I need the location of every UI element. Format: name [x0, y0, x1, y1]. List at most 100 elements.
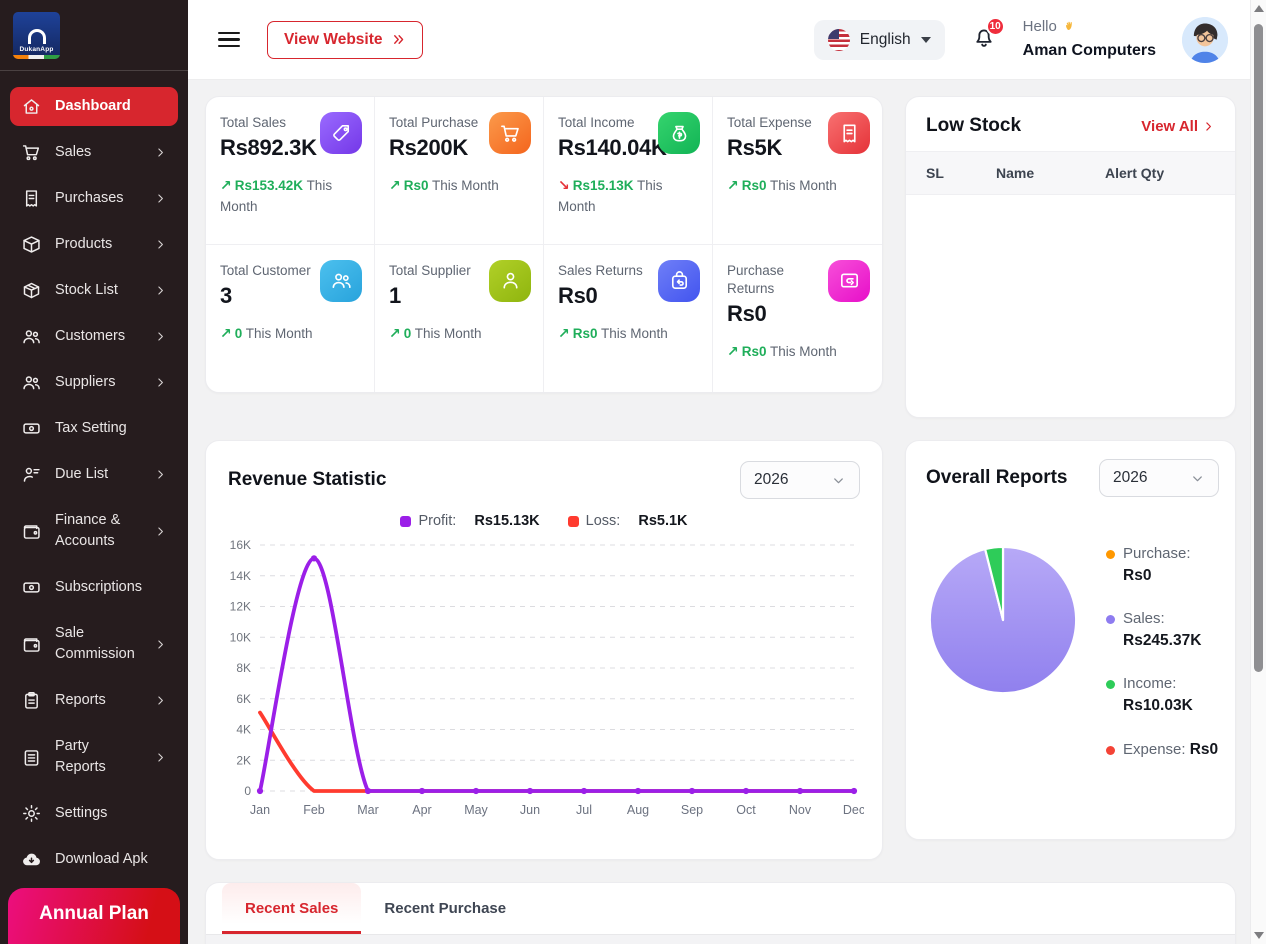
chevron-right-icon: [154, 525, 167, 538]
sidebar-item-label: Party Reports: [55, 738, 106, 776]
overall-reports-card: Overall Reports 2026 Purchase: Rs0: [905, 440, 1236, 840]
sidebar-item-download-apk[interactable]: Download Apk: [10, 840, 178, 879]
price-tag-icon: [320, 112, 362, 154]
stat-total-supplier: Total Supplier 1 0 This Month: [375, 244, 544, 392]
sidebar-item-products[interactable]: Products: [10, 225, 178, 264]
svg-text:14K: 14K: [230, 569, 251, 583]
svg-text:0: 0: [244, 784, 251, 798]
topbar-right: English 10 Hello Aman Computers: [813, 16, 1228, 63]
scrollbar-down-arrow-icon[interactable]: [1254, 932, 1264, 939]
chevron-right-icon: [154, 694, 167, 707]
svg-text:2K: 2K: [236, 753, 251, 767]
legend-sales: Sales: Rs245.37K: [1106, 608, 1218, 652]
chevron-right-icon: [1202, 120, 1215, 133]
svg-text:10K: 10K: [230, 630, 251, 644]
stat-total-purchase: Total Purchase Rs200K Rs0 This Month: [375, 97, 544, 245]
purchase-return-icon: [828, 259, 870, 302]
revenue-year-select[interactable]: 2026: [740, 461, 860, 499]
svg-text:Oct: Oct: [736, 803, 756, 817]
svg-text:4K: 4K: [236, 723, 251, 737]
stat-total-income: Total Income Rs140.04K Rs15.13K This Mon…: [544, 97, 713, 245]
svg-text:12K: 12K: [230, 600, 251, 614]
stats-summary-card: Total Sales Rs892.3K Rs153.42K This Mont…: [205, 96, 883, 393]
view-website-label: View Website: [284, 30, 383, 48]
sidebar-item-suppliers[interactable]: Suppliers: [10, 363, 178, 402]
annual-plan-button[interactable]: Annual Plan: [8, 888, 180, 944]
tab-recent-purchase[interactable]: Recent Purchase: [384, 900, 507, 917]
revenue-title: Revenue Statistic: [228, 469, 387, 490]
sidebar-item-sales[interactable]: Sales: [10, 133, 178, 172]
svg-text:Nov: Nov: [789, 803, 812, 817]
language-selector[interactable]: English: [813, 19, 945, 60]
us-flag-icon: [827, 28, 850, 51]
low-stock-view-all-link[interactable]: View All: [1141, 118, 1215, 135]
sidebar-item-subscriptions[interactable]: Subscriptions: [10, 568, 178, 607]
stat-change: Rs15.13K This Month: [558, 175, 698, 218]
hamburger-menu-icon[interactable]: [218, 31, 240, 48]
users-icon: [21, 372, 42, 393]
purchase-dot: [1106, 550, 1115, 559]
stat-label: Total Income: [558, 115, 635, 130]
overall-year-select[interactable]: 2026: [1099, 459, 1219, 497]
sidebar-item-party-reports[interactable]: Party Reports: [10, 727, 178, 787]
svg-text:May: May: [464, 803, 488, 817]
page-scrollbar[interactable]: [1250, 0, 1266, 944]
sidebar-item-dashboard[interactable]: Dashboard: [10, 87, 178, 127]
stat-change: Rs0 This Month: [389, 175, 529, 197]
user-greeting[interactable]: Hello Aman Computers: [1023, 16, 1156, 63]
overall-pie-chart: [928, 545, 1078, 695]
app-logo[interactable]: DukanApp: [13, 11, 60, 59]
expense-receipt-icon: [828, 112, 870, 154]
chevron-down-icon: [1190, 471, 1205, 486]
sidebar-item-tax-setting[interactable]: Tax Setting: [10, 409, 178, 448]
stat-label: Sales Returns: [558, 262, 643, 278]
sidebar: DukanApp Dashboard Sales Purchases Prod: [0, 0, 188, 944]
sidebar-item-finance-accounts[interactable]: Finance & Accounts: [10, 501, 178, 561]
stat-label: Total Customer: [220, 262, 311, 278]
chevron-right-icon: [154, 238, 167, 251]
revenue-statistic-card: Revenue Statistic 2026 Profit: Rs15.13K …: [205, 440, 883, 860]
stat-change: 0 This Month: [220, 323, 360, 345]
svg-text:Jul: Jul: [576, 803, 592, 817]
users-icon: [21, 326, 42, 347]
scrollbar-thumb[interactable]: [1254, 24, 1263, 672]
stat-change: Rs0 This Month: [558, 323, 698, 345]
sidebar-item-label: Suppliers: [55, 374, 116, 391]
chevron-right-icon: [154, 146, 167, 159]
cube-icon: [21, 280, 42, 301]
ticket-icon: [21, 577, 42, 598]
stat-label: Total Supplier: [389, 262, 471, 278]
topbar: View Website English 10 Hello: [188, 0, 1266, 80]
stat-label: Purchase Returns: [727, 262, 785, 296]
overall-legend: Purchase: Rs0 Sales: Rs245.37K Income: Rs10…: [1106, 543, 1218, 761]
stat-total-sales: Total Sales Rs892.3K Rs153.42K This Mont…: [206, 97, 375, 245]
sidebar-item-label: Download Apk: [55, 851, 148, 868]
sidebar-item-label: Subscriptions: [55, 579, 143, 596]
trend-up-icon: [389, 177, 401, 193]
column-alert-qty: Alert Qty: [1105, 165, 1165, 181]
column-sl: SL: [926, 165, 944, 181]
sidebar-item-stock-list[interactable]: Stock List: [10, 271, 178, 310]
sidebar-item-reports[interactable]: Reports: [10, 681, 178, 720]
sidebar-item-due-list[interactable]: Due List: [10, 455, 178, 494]
loss-swatch: [567, 515, 579, 527]
sidebar-item-settings[interactable]: Settings: [10, 794, 178, 833]
stat-change: Rs0 This Month: [727, 175, 868, 197]
legend-income: Income: Rs10.03K: [1106, 673, 1218, 717]
notifications-button[interactable]: 10: [971, 17, 1005, 55]
sidebar-item-purchases[interactable]: Purchases: [10, 179, 178, 218]
user-avatar[interactable]: [1182, 16, 1228, 63]
chevron-right-icon: [154, 284, 167, 297]
sidebar-item-customers[interactable]: Customers: [10, 317, 178, 356]
scrollbar-up-arrow-icon[interactable]: [1254, 5, 1264, 12]
view-website-button[interactable]: View Website: [267, 20, 423, 59]
recent-tab-bar: Recent Sales Recent Purchase: [206, 883, 1235, 935]
sidebar-item-sale-commission[interactable]: Sale Commission: [10, 614, 178, 674]
legend-purchase: Purchase: Rs0: [1106, 543, 1218, 587]
stat-change: Rs153.42K This Month: [220, 175, 360, 218]
stat-change: 0 This Month: [389, 323, 529, 345]
legend-loss: Loss: Rs5.1K: [567, 513, 688, 529]
tab-recent-sales[interactable]: Recent Sales: [222, 883, 362, 934]
recent-table-header-strip: [206, 935, 1235, 944]
